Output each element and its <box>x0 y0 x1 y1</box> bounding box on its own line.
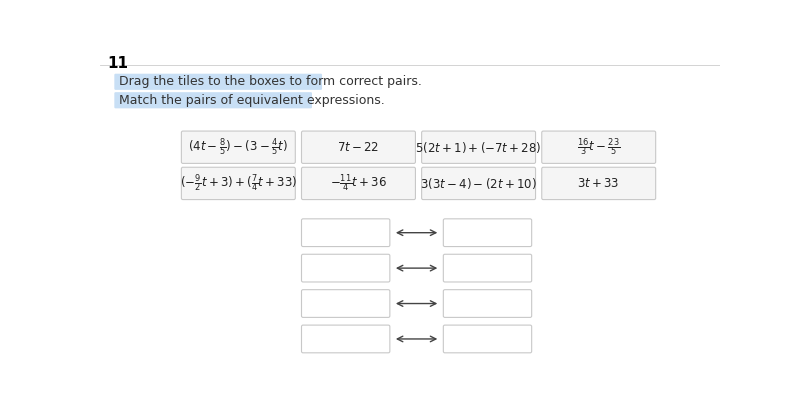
Text: Drag the tiles to the boxes to form correct pairs.: Drag the tiles to the boxes to form corr… <box>118 75 422 88</box>
FancyBboxPatch shape <box>302 254 390 282</box>
FancyBboxPatch shape <box>302 131 415 164</box>
FancyBboxPatch shape <box>302 290 390 317</box>
FancyBboxPatch shape <box>443 325 532 353</box>
FancyBboxPatch shape <box>443 219 532 246</box>
Text: 11: 11 <box>108 56 129 70</box>
FancyBboxPatch shape <box>422 167 535 199</box>
FancyBboxPatch shape <box>302 167 415 199</box>
Text: $(4t-\frac{8}{5})-(3-\frac{4}{5}t)$: $(4t-\frac{8}{5})-(3-\frac{4}{5}t)$ <box>188 136 289 158</box>
FancyBboxPatch shape <box>182 167 295 199</box>
FancyBboxPatch shape <box>182 131 295 164</box>
FancyBboxPatch shape <box>422 131 535 164</box>
FancyBboxPatch shape <box>542 131 656 164</box>
Text: $7t-22$: $7t-22$ <box>338 141 380 154</box>
FancyBboxPatch shape <box>302 219 390 246</box>
Text: Match the pairs of equivalent expressions.: Match the pairs of equivalent expression… <box>118 94 384 107</box>
FancyBboxPatch shape <box>443 254 532 282</box>
Text: $(-\frac{9}{2}t+3)+(\frac{7}{4}t+33)$: $(-\frac{9}{2}t+3)+(\frac{7}{4}t+33)$ <box>179 173 297 194</box>
Text: $5(2t+1)+(-7t+28)$: $5(2t+1)+(-7t+28)$ <box>415 140 542 155</box>
FancyBboxPatch shape <box>302 325 390 353</box>
FancyBboxPatch shape <box>114 92 312 108</box>
FancyBboxPatch shape <box>114 74 322 90</box>
Text: $3t+33$: $3t+33$ <box>578 177 620 190</box>
Text: $-\frac{11}{4}t+36$: $-\frac{11}{4}t+36$ <box>330 173 387 194</box>
Text: $\frac{16}{3}t-\frac{23}{5}$: $\frac{16}{3}t-\frac{23}{5}$ <box>577 136 621 158</box>
Text: $3(3t-4)-(2t+10)$: $3(3t-4)-(2t+10)$ <box>420 176 537 191</box>
FancyBboxPatch shape <box>542 167 656 199</box>
FancyBboxPatch shape <box>443 290 532 317</box>
